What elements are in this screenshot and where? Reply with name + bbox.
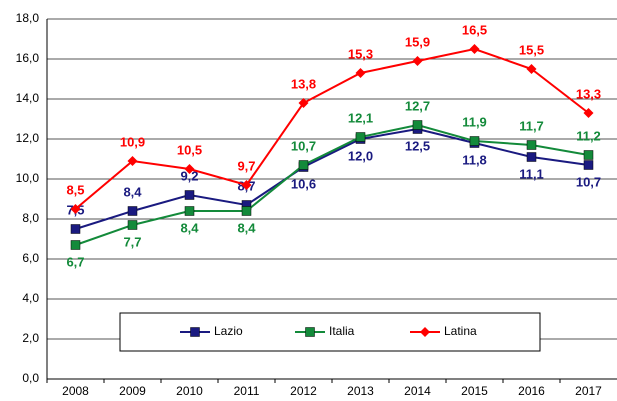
point — [190, 327, 200, 337]
x-tick-label: 2017 — [575, 384, 602, 398]
point — [526, 140, 537, 150]
point — [70, 240, 81, 250]
x-tick-label: 2008 — [62, 384, 89, 398]
point — [298, 98, 309, 108]
point — [583, 160, 594, 170]
line — [75, 123, 589, 246]
value-label: 11,2 — [576, 128, 601, 143]
y-tick-label: 16,0 — [16, 51, 40, 65]
value-label: 12,5 — [405, 138, 430, 153]
y-tick-label: 18,0 — [16, 11, 40, 25]
point — [70, 204, 81, 214]
point — [298, 160, 309, 170]
x-tick-label: 2013 — [347, 384, 374, 398]
x-tick-label: 2009 — [119, 384, 146, 398]
legend-label: Italia — [329, 324, 355, 338]
point — [305, 327, 315, 337]
series: 7,58,49,28,710,612,012,511,811,110,7 — [66, 124, 601, 234]
x-tick-label: 2010 — [176, 384, 203, 398]
y-tick-label: 4,0 — [22, 291, 39, 305]
x-tick-label: 2015 — [461, 384, 488, 398]
value-label: 10,9 — [120, 134, 145, 149]
legend: Lazio Italia Latina — [119, 312, 541, 352]
point — [583, 108, 594, 118]
value-label: 8,4 — [123, 184, 142, 199]
value-label: 10,7 — [291, 138, 316, 153]
point — [469, 136, 480, 146]
value-label: 12,0 — [348, 148, 373, 163]
line — [75, 127, 589, 230]
point — [583, 150, 594, 160]
x-tick-label: 2014 — [404, 384, 431, 398]
point — [420, 327, 430, 337]
value-label: 9,2 — [180, 168, 198, 183]
y-tick-label: 12,0 — [16, 131, 40, 145]
y-tick-label: 0,0 — [22, 371, 39, 385]
x-tick-label: 2016 — [518, 384, 545, 398]
point — [355, 132, 366, 142]
point — [184, 206, 195, 216]
point — [184, 190, 195, 200]
value-label: 8,5 — [66, 182, 84, 197]
point — [526, 152, 537, 162]
value-label: 15,5 — [519, 42, 544, 57]
point — [70, 224, 81, 234]
point — [412, 56, 423, 66]
value-label: 6,7 — [66, 254, 84, 269]
legend-label: Lazio — [214, 324, 243, 338]
legend-label: Latina — [444, 324, 477, 338]
value-label: 7,7 — [123, 234, 141, 249]
value-label: 10,5 — [177, 142, 202, 157]
value-label: 11,7 — [519, 118, 544, 133]
point — [412, 120, 423, 130]
y-tick-label: 2,0 — [22, 331, 39, 345]
x-tick-label: 2011 — [234, 384, 260, 398]
value-label: 15,9 — [405, 34, 430, 49]
point — [526, 64, 537, 74]
line — [74, 47, 590, 210]
point — [184, 164, 195, 174]
point — [241, 180, 252, 190]
value-label: 10,6 — [291, 176, 316, 191]
y-tick-label: 10,0 — [16, 171, 40, 185]
point — [355, 68, 366, 78]
value-label: 9,7 — [237, 158, 255, 173]
series: 6,7 7,7 8,4 8,4 10,7 12,1 12,7 11,9 11,7 11,2 — [66, 98, 600, 269]
value-label: 11,9 — [462, 114, 487, 129]
point — [127, 206, 138, 216]
point — [127, 156, 138, 166]
value-label: 12,7 — [405, 98, 430, 113]
value-label: 12,1 — [348, 110, 373, 125]
y-tick-label: 6,0 — [22, 251, 39, 265]
point — [469, 44, 480, 54]
value-label: 8,4 — [180, 220, 199, 235]
y-tick-label: 8,0 — [22, 211, 39, 225]
value-label: 13,8 — [291, 76, 316, 91]
series: 8,5 10,9 10,5 9,7 13,8 15,3 15,9 16,5 15,5 13,3 — [66, 22, 601, 214]
point — [241, 206, 252, 216]
value-label: 11,8 — [462, 152, 487, 167]
value-label: 8,4 — [237, 220, 256, 235]
point — [127, 220, 138, 230]
value-label: 15,3 — [348, 46, 373, 61]
y-tick-label: 14,0 — [16, 91, 40, 105]
value-label: 16,5 — [462, 22, 487, 37]
value-label: 10,7 — [576, 174, 601, 189]
value-label: 11,1 — [519, 166, 544, 181]
x-tick-label: 2012 — [290, 384, 317, 398]
value-label: 13,3 — [576, 86, 601, 101]
